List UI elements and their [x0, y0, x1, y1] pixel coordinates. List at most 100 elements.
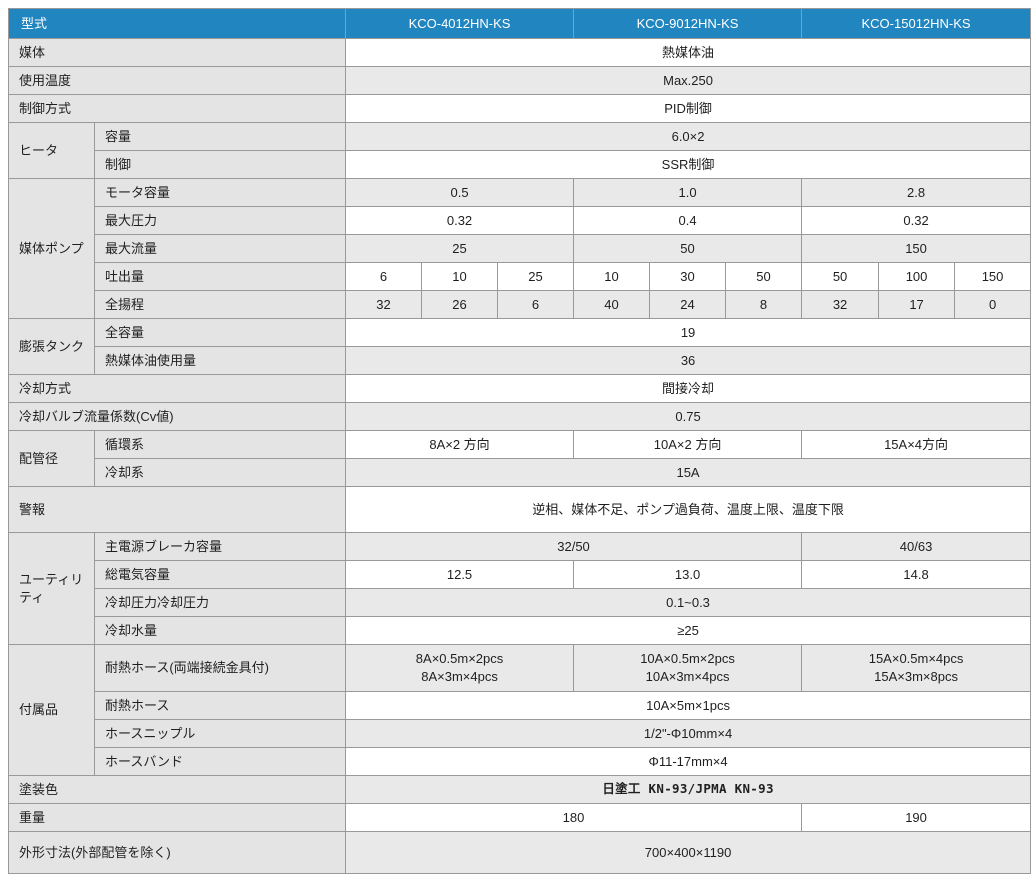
spec-subvalue: 50 — [725, 262, 803, 291]
table-row: 外形寸法(外部配管を除く) 700×400×1190 — [7, 831, 1032, 874]
spec-subvalue: 30 — [649, 262, 727, 291]
row-label: 熱媒体油使用量 — [93, 346, 347, 375]
header-model-1: KCO-4012HN-KS — [345, 8, 575, 39]
table-row: 最大流量 25 50 150 — [9, 234, 1032, 263]
table-row: 制御 SSR制御 — [9, 150, 1032, 179]
table-row: 使用温度 Max.250 — [7, 66, 1032, 95]
row-label: 塗装色 — [7, 775, 347, 804]
table-row: 熱媒体油使用量 36 — [9, 346, 1032, 375]
spec-subvalue: 10 — [573, 262, 651, 291]
spec-value: 15A — [345, 458, 1032, 487]
table-row: 媒体 熱媒体油 — [7, 38, 1032, 67]
spec-value: 8A×2 方向 — [345, 430, 575, 459]
spec-value: 0.5 — [345, 178, 575, 207]
row-label: 冷却方式 — [7, 374, 347, 403]
row-label: 媒体 — [7, 38, 347, 67]
row-label: ホースニップル — [93, 719, 347, 748]
table-row: 耐熱ホース 10A×5m×1pcs — [9, 691, 1032, 720]
header-corner-model-label: 型式 — [7, 8, 347, 39]
row-label: 冷却圧力冷却圧力 — [93, 588, 347, 617]
row-label: 耐熱ホース — [93, 691, 347, 720]
table-row: 警報 逆相、媒体不足、ポンプ過負荷、温度上限、温度下限 — [7, 486, 1032, 533]
table-body: 媒体 熱媒体油 使用温度 Max.250 制御方式 PID制御 ヒータ 容量 6.0×2 制御 SS… — [7, 38, 1032, 874]
row-label: 警報 — [7, 486, 347, 533]
table-row: 冷却方式 間接冷却 — [7, 374, 1032, 403]
spec-value: 700×400×1190 — [345, 831, 1032, 874]
spec-value: 190 — [801, 803, 1032, 832]
table-row: 最大圧力 0.32 0.4 0.32 — [9, 206, 1032, 235]
spec-subvalue: 6 — [345, 262, 423, 291]
spec-value: 0.32 — [345, 206, 575, 235]
row-label: 全容量 — [93, 318, 347, 347]
spec-subvalue: 25 — [497, 262, 575, 291]
spec-subvalue: 24 — [649, 290, 727, 319]
spec-value: 19 — [345, 318, 1032, 347]
row-label: 冷却系 — [93, 458, 347, 487]
group-label: 媒体ポンプ — [8, 178, 95, 319]
table-row: 冷却バルブ流量係数(Cv値) 0.75 — [7, 402, 1032, 431]
spec-value: 1/2"-Φ10mm×4 — [345, 719, 1032, 748]
row-label: 最大圧力 — [93, 206, 347, 235]
row-label: 使用温度 — [7, 66, 347, 95]
header-model-2: KCO-9012HN-KS — [573, 8, 803, 39]
spec-value: 6.0×2 — [345, 122, 1032, 151]
spec-value: 0.4 — [573, 206, 803, 235]
spec-value: 0.1~0.3 — [345, 588, 1032, 617]
spec-value: ≥25 — [345, 616, 1032, 645]
table-row: 付属品 耐熱ホース(両端接続金具付) 8A×0.5m×2pcs 8A×3m×4pcs 1… — [8, 644, 1032, 776]
row-label: 総電気容量 — [93, 560, 347, 589]
spec-value: 10A×5m×1pcs — [345, 691, 1032, 720]
row-label: 制御 — [93, 150, 347, 179]
row-label: 吐出量 — [93, 262, 347, 291]
spec-value: 8A×0.5m×2pcs 8A×3m×4pcs — [345, 644, 575, 692]
spec-subvalue: 8 — [725, 290, 803, 319]
spec-value: 1.0 — [573, 178, 803, 207]
spec-value: 2.8 — [801, 178, 1032, 207]
table-row: 塗装色 日塗工 KN-93/JPMA KN-93 — [7, 775, 1032, 804]
spec-subvalue: 17 — [878, 290, 956, 319]
spec-table: 型式 KCO-4012HN-KS KCO-9012HN-KS KCO-15012… — [7, 8, 1032, 874]
row-label: 容量 — [93, 122, 347, 151]
table-row: 媒体ポンプ モータ容量 0.5 1.0 2.8 — [8, 178, 1032, 319]
spec-subvalue: 100 — [878, 262, 956, 291]
spec-value: 14.8 — [801, 560, 1032, 589]
spec-subvalue: 10 — [421, 262, 499, 291]
row-label: 冷却水量 — [93, 616, 347, 645]
row-label: 最大流量 — [93, 234, 347, 263]
spec-value: 日塗工 KN-93/JPMA KN-93 — [345, 775, 1032, 804]
table-row: 制御方式 PID制御 — [7, 94, 1032, 123]
row-label: モータ容量 — [93, 178, 347, 207]
table-row: 吐出量 6 10 25 10 30 50 50 100 150 — [9, 262, 1032, 291]
table-row: 全揚程 32 26 6 40 24 8 32 17 0 — [9, 290, 1032, 319]
row-label: 外形寸法(外部配管を除く) — [7, 831, 347, 874]
spec-value: 間接冷却 — [345, 374, 1032, 403]
spec-value: 0.32 — [801, 206, 1032, 235]
table-row: ヒータ 容量 6.0×2 — [8, 122, 1032, 179]
spec-value: 50 — [573, 234, 803, 263]
row-label: 耐熱ホース(両端接続金具付) — [93, 644, 347, 692]
spec-value: PID制御 — [345, 94, 1032, 123]
row-label: 重量 — [7, 803, 347, 832]
spec-subvalue: 32 — [801, 290, 880, 319]
spec-value: 36 — [345, 346, 1032, 375]
table-row: 冷却圧力冷却圧力 0.1~0.3 — [9, 588, 1032, 617]
table-row: 膨張タンク 全容量 19 — [8, 318, 1032, 375]
group-label: 付属品 — [8, 644, 95, 776]
spec-value: 0.75 — [345, 402, 1032, 431]
spec-value: SSR制御 — [345, 150, 1032, 179]
spec-subvalue: 26 — [421, 290, 499, 319]
spec-subvalue: 6 — [497, 290, 575, 319]
spec-value: 15A×0.5m×4pcs 15A×3m×8pcs — [801, 644, 1032, 692]
spec-value: 25 — [345, 234, 575, 263]
table-header: 型式 KCO-4012HN-KS KCO-9012HN-KS KCO-15012… — [7, 8, 1032, 39]
row-label: 制御方式 — [7, 94, 347, 123]
spec-value: 32/50 — [345, 532, 803, 561]
group-label: ユーティリティ — [8, 532, 95, 645]
spec-subvalue: 40 — [573, 290, 651, 319]
group-label: ヒータ — [8, 122, 95, 179]
table-row: 総電気容量 12.5 13.0 14.8 — [9, 560, 1032, 589]
header-row: 型式 KCO-4012HN-KS KCO-9012HN-KS KCO-15012… — [7, 8, 1032, 39]
spec-value: 10A×0.5m×2pcs 10A×3m×4pcs — [573, 644, 803, 692]
spec-value: 10A×2 方向 — [573, 430, 803, 459]
table-row: ユーティリティ 主電源ブレーカ容量 32/50 40/63 — [8, 532, 1032, 645]
